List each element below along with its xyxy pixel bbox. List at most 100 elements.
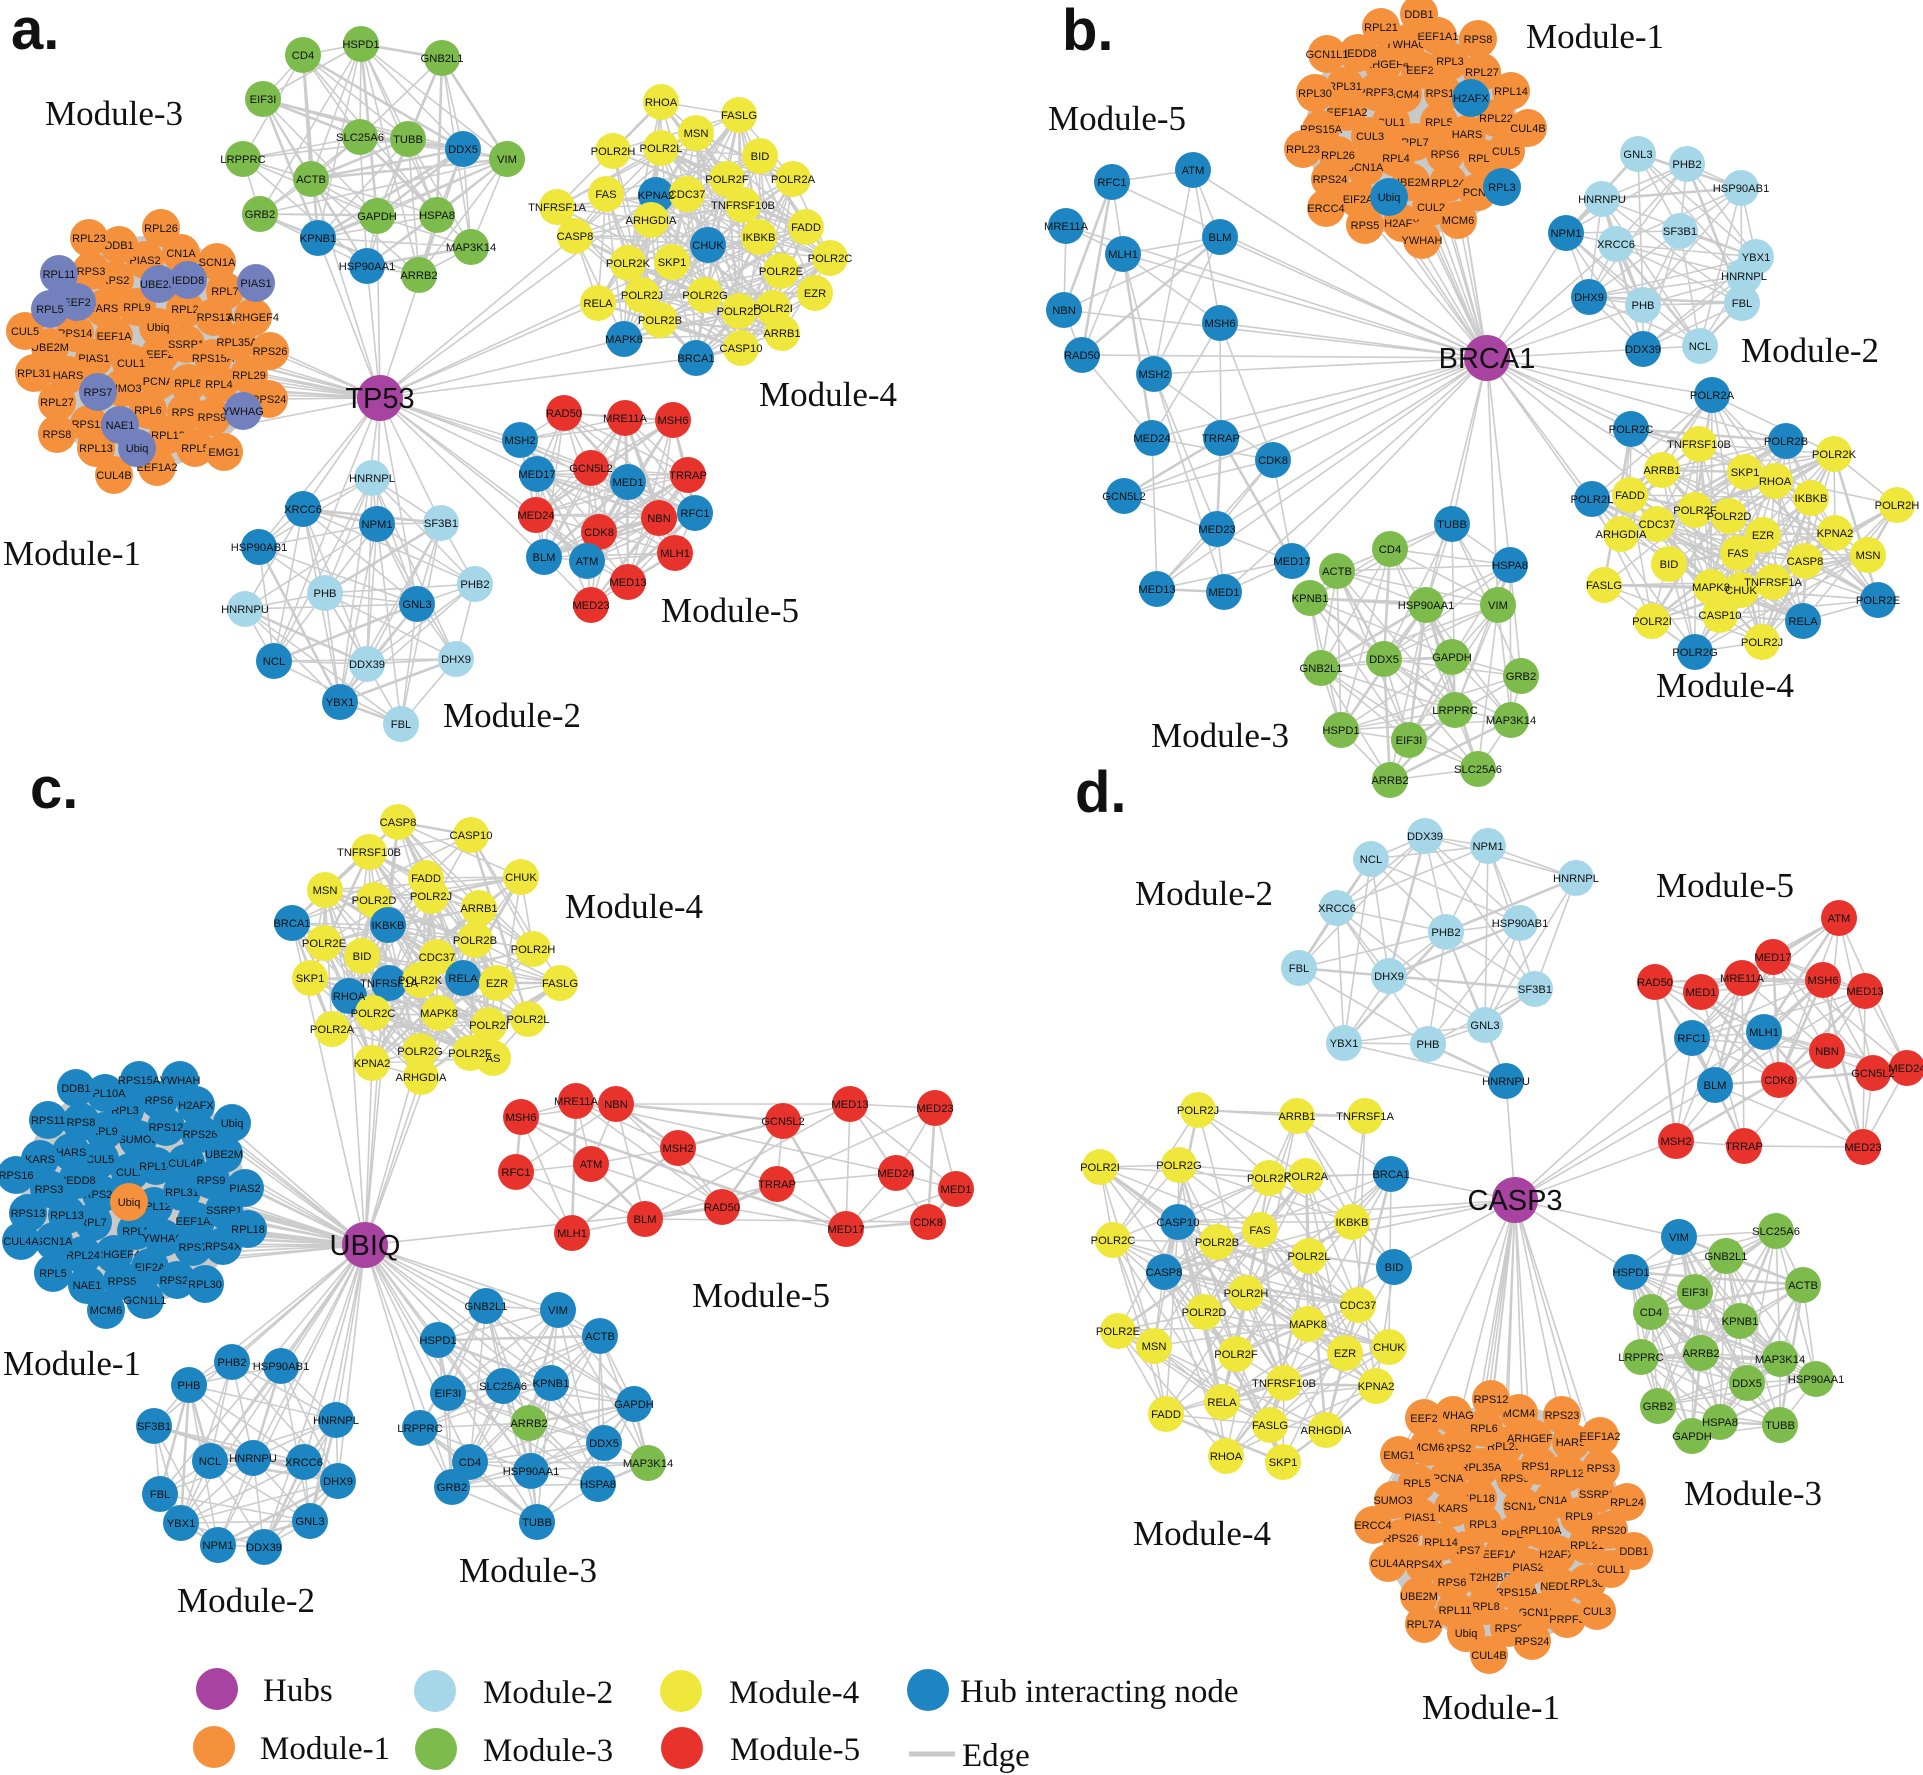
- svg-text:FASLG: FASLG: [1252, 1420, 1288, 1432]
- svg-text:POLR2K: POLR2K: [1247, 1173, 1292, 1185]
- svg-text:UBE2M: UBE2M: [140, 279, 178, 291]
- svg-text:XRCC6: XRCC6: [1597, 239, 1635, 251]
- svg-text:POLR2J: POLR2J: [1177, 1105, 1219, 1117]
- svg-text:ARRB1: ARRB1: [763, 328, 800, 340]
- svg-text:HSP90AA1: HSP90AA1: [339, 261, 396, 273]
- svg-text:HNRNPL: HNRNPL: [313, 1415, 359, 1427]
- svg-text:RPS14: RPS14: [58, 328, 93, 340]
- svg-text:GNL3: GNL3: [1470, 1020, 1499, 1032]
- svg-text:TNFRSF10B: TNFRSF10B: [337, 847, 401, 859]
- svg-text:DDX5: DDX5: [1369, 654, 1399, 666]
- svg-text:CUL2: CUL2: [1417, 202, 1445, 214]
- svg-text:RPL35A: RPL35A: [217, 337, 259, 349]
- svg-text:RPS26: RPS26: [183, 1129, 218, 1141]
- svg-text:RPS3: RPS3: [35, 1184, 64, 1196]
- svg-text:RPS3: RPS3: [77, 266, 106, 278]
- svg-text:NPM1: NPM1: [202, 1540, 233, 1552]
- svg-text:SSRP1: SSRP1: [168, 339, 204, 351]
- svg-text:MRE11A: MRE11A: [1720, 973, 1764, 985]
- svg-text:BLM: BLM: [1208, 232, 1231, 244]
- svg-text:RPL35A: RPL35A: [1461, 1462, 1503, 1474]
- svg-text:MAP3K14: MAP3K14: [623, 1458, 673, 1470]
- svg-text:BID: BID: [751, 151, 770, 163]
- svg-text:RPS4X: RPS4X: [205, 1241, 242, 1253]
- svg-text:HSP90AA1: HSP90AA1: [1398, 600, 1455, 612]
- svg-text:PHB2: PHB2: [460, 579, 489, 591]
- svg-text:CD4: CD4: [1379, 544, 1401, 556]
- svg-text:SF3B1: SF3B1: [1518, 984, 1552, 996]
- svg-text:RPS20: RPS20: [1592, 1525, 1627, 1537]
- svg-text:MED17: MED17: [518, 469, 555, 481]
- svg-text:MAP3K14: MAP3K14: [446, 242, 496, 254]
- svg-text:HNRNPL: HNRNPL: [1553, 873, 1599, 885]
- svg-text:ACTB: ACTB: [585, 1331, 615, 1343]
- svg-text:RPL18: RPL18: [231, 1224, 265, 1236]
- svg-text:EIF3I: EIF3I: [435, 1388, 462, 1400]
- svg-text:RPL30: RPL30: [188, 1279, 222, 1291]
- svg-text:MCM6: MCM6: [90, 1305, 122, 1317]
- svg-text:POLR2J: POLR2J: [621, 290, 663, 302]
- svg-text:TUBB: TUBB: [393, 134, 423, 146]
- svg-text:POLR2B: POLR2B: [1764, 436, 1808, 448]
- svg-text:RPL22: RPL22: [1479, 113, 1513, 125]
- svg-text:RPS15A: RPS15A: [118, 1075, 161, 1087]
- svg-text:MED13: MED13: [609, 577, 646, 589]
- svg-text:MSH2: MSH2: [1138, 369, 1169, 381]
- svg-text:RPL30: RPL30: [1298, 88, 1332, 100]
- svg-text:LRPPRC: LRPPRC: [1432, 705, 1477, 717]
- svg-text:POLR2I: POLR2I: [1632, 616, 1672, 628]
- svg-text:ARHGDIA: ARHGDIA: [626, 215, 678, 227]
- svg-text:DDX5: DDX5: [448, 144, 478, 156]
- svg-text:GCN1L1: GCN1L1: [124, 1295, 167, 1307]
- svg-text:RPS9: RPS9: [1501, 1473, 1530, 1485]
- svg-text:POLR2J: POLR2J: [1741, 637, 1783, 649]
- svg-text:KARS: KARS: [25, 1154, 55, 1166]
- svg-text:GCN5L2: GCN5L2: [569, 463, 613, 475]
- svg-text:TRRAP: TRRAP: [1725, 1141, 1763, 1153]
- svg-text:RPL2: RPL2: [171, 304, 199, 316]
- svg-text:MED13: MED13: [1846, 986, 1883, 998]
- svg-text:POLR2K: POLR2K: [398, 975, 443, 987]
- svg-text:TNFRSF10B: TNFRSF10B: [1667, 439, 1731, 451]
- svg-text:MSN: MSN: [1856, 550, 1881, 562]
- svg-text:NEDD8: NEDD8: [1339, 48, 1376, 60]
- svg-text:HNRNPU: HNRNPU: [1482, 1076, 1530, 1088]
- svg-text:HSPD1: HSPD1: [1612, 1267, 1649, 1279]
- svg-text:POLR2D: POLR2D: [717, 306, 762, 318]
- svg-text:CASP10: CASP10: [450, 830, 493, 842]
- svg-text:GCN1L1: GCN1L1: [1306, 49, 1349, 61]
- svg-text:AS: AS: [486, 1053, 501, 1065]
- svg-text:BRCA1: BRCA1: [1372, 1169, 1409, 1181]
- svg-text:H2AFX: H2AFX: [1539, 1549, 1575, 1561]
- svg-text:RPS14: RPS14: [1426, 88, 1461, 100]
- svg-text:Module-3: Module-3: [459, 1551, 597, 1590]
- svg-text:RPL23: RPL23: [1286, 144, 1320, 156]
- svg-text:MSH2: MSH2: [504, 435, 535, 447]
- svg-text:RPL5: RPL5: [39, 1268, 67, 1280]
- svg-text:SSRP1: SSRP1: [1579, 1489, 1615, 1501]
- svg-text:ARHGEF4: ARHGEF4: [227, 312, 279, 324]
- svg-text:POLR2D: POLR2D: [1182, 1307, 1227, 1319]
- svg-text:SLC25A6: SLC25A6: [1454, 764, 1502, 776]
- svg-text:GNB2L1: GNB2L1: [1300, 663, 1343, 675]
- svg-text:GNB2L1: GNB2L1: [421, 53, 464, 65]
- svg-text:HNRNPL: HNRNPL: [349, 473, 395, 485]
- svg-text:RPL9: RPL9: [123, 302, 151, 314]
- svg-text:Module-2: Module-2: [177, 1581, 315, 1620]
- svg-text:MSH6: MSH6: [505, 1112, 536, 1124]
- svg-text:CUL2: CUL2: [116, 1167, 144, 1179]
- svg-text:POLR2L: POLR2L: [640, 143, 683, 155]
- svg-text:RFC1: RFC1: [1677, 1033, 1706, 1045]
- svg-text:POLR2F: POLR2F: [448, 1048, 492, 1060]
- svg-text:Ubiq: Ubiq: [221, 1118, 244, 1130]
- svg-text:RPL6: RPL6: [134, 405, 162, 417]
- svg-text:Module-1: Module-1: [3, 1344, 141, 1383]
- svg-text:NAE1: NAE1: [73, 1280, 102, 1292]
- svg-text:PIAS1: PIAS1: [240, 278, 271, 290]
- svg-text:RPL14: RPL14: [1494, 86, 1528, 98]
- svg-text:a.: a.: [11, 0, 59, 62]
- svg-text:VIM: VIM: [1669, 1232, 1689, 1244]
- svg-text:KPNB1: KPNB1: [1722, 1316, 1759, 1328]
- svg-text:HNRNPL: HNRNPL: [1721, 271, 1767, 283]
- svg-text:POLR2L: POLR2L: [1571, 494, 1614, 506]
